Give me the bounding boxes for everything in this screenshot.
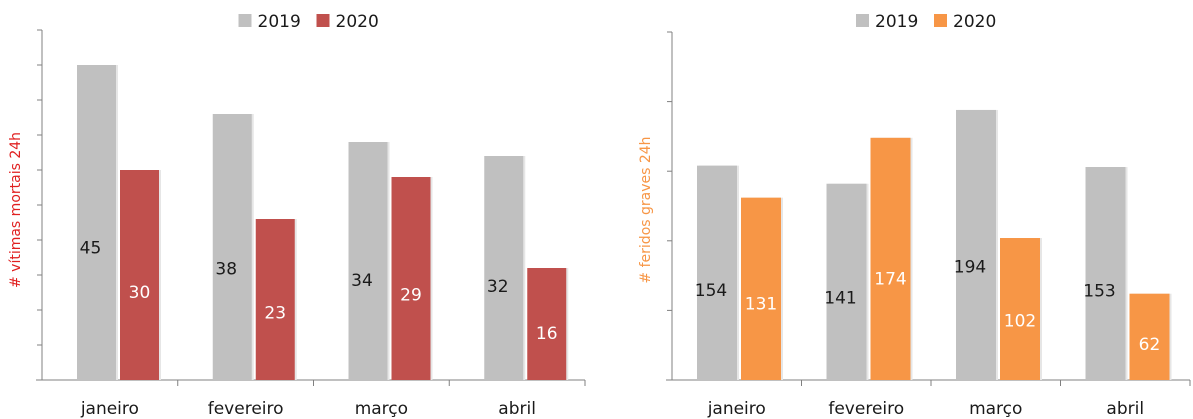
legend-swatch [856,14,869,27]
data-label: 194 [954,258,986,278]
x-tick-label: março [969,399,1022,419]
x-tick-label: janeiro [80,399,139,419]
legend-label: 2019 [875,12,918,32]
x-tick-label: abril [498,399,536,419]
bar-2019-janeiro [697,165,737,380]
data-label: 38 [215,259,237,279]
data-label: 141 [824,289,856,309]
bar-2020-março [1000,238,1040,380]
x-tick-label: março [355,399,408,419]
chart-victims: janeiro 45 30 fevereiro 38 23 março 34 29 abril 32… [8,12,586,419]
data-label: 154 [695,281,727,301]
bar-2020-abril [1129,293,1170,380]
data-label: 16 [536,324,558,344]
y-axis-label: # feridos graves 24h [638,136,654,283]
x-tick-label: abril [1106,399,1144,419]
chart-victims-svg: janeiro 45 30 fevereiro 38 23 março 34 29 abril 32… [8,12,586,419]
bar-2019-fevereiro [826,183,867,380]
legend-label: 2020 [953,12,996,32]
bar-2020-janeiro [741,197,781,380]
data-label: 29 [400,286,422,306]
data-label: 30 [129,283,151,303]
data-label: 153 [1083,282,1115,302]
legend-swatch [934,14,947,27]
bar-2020-março [391,177,431,380]
bar-2019-abril [484,156,524,380]
bar-2020-abril [527,268,567,380]
legend-label: 2020 [336,12,379,32]
data-label: 131 [745,294,777,314]
legend-swatch [316,14,330,27]
x-tick-label: janeiro [707,399,766,419]
x-tick-label: fevereiro [828,399,904,419]
data-label: 23 [264,303,286,323]
bar-2019-abril [1085,167,1126,380]
bar-2019-março [348,142,388,380]
bar-2019-janeiro [77,65,116,380]
chart-injured: janeiro 154 131 fevereiro 141 174 março 194 102 a… [610,0,1193,419]
data-label: 34 [351,271,373,291]
legend-swatch [238,14,252,27]
legend-label: 2019 [258,12,301,32]
bar-2019-março [956,109,996,381]
bar-2020-fevereiro [255,219,295,380]
y-axis-label: # vítimas mortais 24h [8,132,24,288]
data-label: 174 [874,269,906,289]
bar-2020-fevereiro [870,137,911,380]
bar-2019-fevereiro [212,114,252,380]
x-tick-label: fevereiro [208,399,284,419]
data-label: 45 [80,239,102,259]
bar-2020-janeiro [120,170,159,380]
data-label: 102 [1004,311,1036,331]
data-label: 62 [1139,335,1161,355]
data-label: 32 [487,277,509,297]
chart-injured-svg: janeiro 154 131 fevereiro 141 174 março 194 102 a… [638,12,1191,419]
